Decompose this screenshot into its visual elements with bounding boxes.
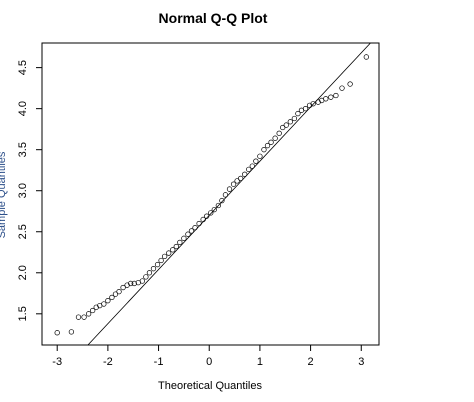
data-point xyxy=(215,202,222,209)
data-point xyxy=(105,298,111,304)
data-point xyxy=(226,186,233,192)
data-point xyxy=(143,274,149,280)
x-tick-label: -2 xyxy=(103,356,113,368)
y-tick-label: 3.0 xyxy=(17,183,29,198)
data-point xyxy=(112,291,119,297)
data-point xyxy=(363,54,369,60)
data-point xyxy=(328,94,334,100)
x-tick-label: 0 xyxy=(206,356,212,368)
data-point xyxy=(192,224,198,231)
data-point xyxy=(272,135,278,141)
y-tick-label: 3.5 xyxy=(17,142,29,157)
y-axis: 1.5 2.0 2.5 3.0 3.5 4.0 4.5 xyxy=(17,60,42,321)
data-point xyxy=(204,213,210,219)
data-point xyxy=(85,311,92,317)
data-point xyxy=(161,253,168,260)
data-point xyxy=(234,178,240,184)
data-point xyxy=(116,289,122,295)
data-point xyxy=(230,181,237,187)
data-point xyxy=(181,235,187,241)
data-point xyxy=(283,122,289,128)
data-point xyxy=(246,166,252,173)
data-point xyxy=(185,231,191,237)
chart-title: Normal Q-Q Plot xyxy=(159,10,268,26)
data-point xyxy=(90,307,96,314)
data-point xyxy=(222,192,229,198)
data-point xyxy=(276,130,282,136)
y-tick-label: 1.5 xyxy=(17,306,29,321)
x-tick-label: -3 xyxy=(52,356,62,368)
data-point xyxy=(54,330,60,336)
data-point xyxy=(219,197,225,204)
data-point xyxy=(287,119,293,125)
plot-frame xyxy=(41,42,380,346)
data-point xyxy=(280,124,286,131)
x-tick-label: 2 xyxy=(308,356,314,368)
data-point xyxy=(302,106,309,112)
x-axis: -3 -2 -1 0 1 2 3 xyxy=(52,345,364,368)
x-tick-label: 3 xyxy=(358,356,364,368)
x-axis-label: Theoretical Quantiles xyxy=(158,380,262,392)
data-point xyxy=(238,175,244,182)
data-point xyxy=(158,257,164,264)
data-point xyxy=(177,239,183,246)
data-point xyxy=(268,139,274,145)
y-axis-label: Sample Quantiles xyxy=(0,151,8,238)
data-point xyxy=(166,250,172,256)
data-point xyxy=(253,158,259,164)
qq-reference-line xyxy=(87,43,372,345)
data-point xyxy=(295,110,301,117)
data-point xyxy=(109,294,115,301)
data-point xyxy=(139,278,145,284)
data-point xyxy=(261,147,267,153)
x-tick-label: 1 xyxy=(257,356,263,368)
data-point xyxy=(68,329,75,335)
data-point xyxy=(264,142,271,149)
data-point xyxy=(120,284,126,291)
data-point xyxy=(173,243,179,250)
data-point xyxy=(257,153,263,159)
data-point xyxy=(150,266,157,272)
y-tick-label: 2.5 xyxy=(17,224,29,239)
data-point xyxy=(146,270,153,276)
data-point xyxy=(101,301,107,307)
x-tick-label: -1 xyxy=(154,356,164,368)
y-tick-label: 4.5 xyxy=(17,60,29,75)
plot-area xyxy=(54,43,372,345)
data-point xyxy=(310,101,316,107)
data-point xyxy=(291,115,298,122)
data-point xyxy=(154,261,161,268)
data-point xyxy=(347,81,353,87)
data-point xyxy=(131,280,137,287)
y-tick-label: 2.0 xyxy=(17,265,29,280)
data-point xyxy=(208,210,214,216)
data-point xyxy=(211,206,217,213)
data-point xyxy=(333,92,339,99)
data-point xyxy=(196,220,202,227)
data-point xyxy=(128,280,134,287)
data-point xyxy=(75,314,82,320)
data-point xyxy=(339,85,345,91)
data-point xyxy=(242,171,248,177)
data-point xyxy=(323,96,329,102)
data-point xyxy=(170,247,176,253)
data-point xyxy=(249,163,255,169)
data-point xyxy=(200,216,206,223)
data-point xyxy=(188,228,195,234)
y-tick-label: 4.0 xyxy=(17,101,29,116)
data-point xyxy=(81,314,87,320)
